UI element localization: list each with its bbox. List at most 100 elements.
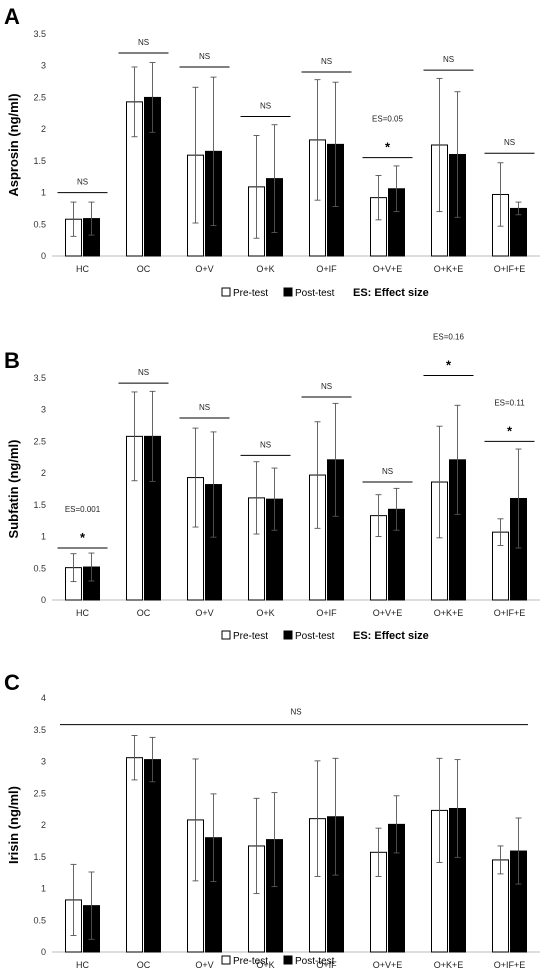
y-tick-label: 0.5 xyxy=(33,563,46,573)
significance-label: NS xyxy=(138,38,149,47)
category-label: O+V+E xyxy=(373,264,403,274)
legend-effect-size-note: ES: Effect size xyxy=(353,630,429,642)
legend-swatch-pre-test xyxy=(221,630,231,640)
y-tick-label: 1.5 xyxy=(33,500,46,510)
y-tick-label: 0.5 xyxy=(33,915,46,925)
y-tick-label: 0 xyxy=(41,595,46,605)
category-label: O+IF+E xyxy=(494,608,526,618)
y-tick-label: 3 xyxy=(41,61,46,71)
legend-swatch-pre-test xyxy=(221,955,231,965)
significance-label: NS xyxy=(382,467,393,476)
category-label: HC xyxy=(76,960,89,970)
legend: Pre-test Post-test xyxy=(221,955,335,967)
category-label: O+IF xyxy=(316,608,337,618)
significance-star: * xyxy=(446,357,452,372)
legend-label-post-test: Post-test xyxy=(295,288,335,299)
y-tick-label: 2 xyxy=(41,820,46,830)
y-tick-label: 3.5 xyxy=(33,29,46,39)
category-label: HC xyxy=(76,264,89,274)
significance-label: NS xyxy=(199,52,210,61)
y-tick-label: 1 xyxy=(41,884,46,894)
y-tick-label: 2 xyxy=(41,468,46,478)
significance-star: * xyxy=(385,140,391,155)
chart-panel-A: A 0 0.5 1 1.5 2 2.5 3 3.5 Asprosin (ng/ml) HC OC O+V… xyxy=(4,4,540,299)
significance-label: NS xyxy=(443,55,454,64)
category-label: HC xyxy=(76,608,89,618)
overall-significance-label: NS xyxy=(290,708,301,717)
y-tick-label: 0 xyxy=(41,947,46,957)
category-label: O+IF xyxy=(316,264,337,274)
legend: Pre-test Post-test ES: Effect size xyxy=(221,287,429,299)
y-tick-label: 2.5 xyxy=(33,92,46,102)
significance-label: NS xyxy=(260,440,271,449)
significance-label: NS xyxy=(138,368,149,377)
panel-letter: A xyxy=(4,4,20,29)
y-tick-label: 3.5 xyxy=(33,373,46,383)
y-tick-label: 3 xyxy=(41,405,46,415)
significance-label: NS xyxy=(77,178,88,187)
effect-size-label: ES=0.001 xyxy=(65,505,101,514)
significance-label: NS xyxy=(260,101,271,110)
y-tick-label: 1.5 xyxy=(33,852,46,862)
significance-label: NS xyxy=(321,382,332,391)
effect-size-label: ES=0.11 xyxy=(494,398,525,407)
legend-label-post-test: Post-test xyxy=(295,956,335,967)
pre-test-bar-1 xyxy=(126,757,143,953)
y-axis-label: Asprosin (ng/ml) xyxy=(6,93,21,196)
category-label: OC xyxy=(137,960,151,970)
category-label: O+IF xyxy=(316,960,337,970)
significance-label: NS xyxy=(321,57,332,66)
category-label: O+K+E xyxy=(434,608,464,618)
legend-swatch-post-test xyxy=(283,955,293,965)
y-tick-label: 1.5 xyxy=(33,156,46,166)
panel-letter: B xyxy=(4,348,20,373)
y-tick-label: 1 xyxy=(41,188,46,198)
legend-swatch-pre-test xyxy=(221,287,231,297)
y-tick-label: 2.5 xyxy=(33,436,46,446)
y-tick-label: 4 xyxy=(41,693,46,703)
legend-swatch-post-test xyxy=(283,287,293,297)
y-axis-label: Irisin (ng/ml) xyxy=(6,786,21,864)
y-tick-label: 0.5 xyxy=(33,219,46,229)
y-tick-label: 2 xyxy=(41,124,46,134)
category-label: OC xyxy=(137,608,151,618)
chart-panel-B: B 0 0.5 1 1.5 2 2.5 3 3.5 Subfatin (ng/ml) HC OC O+V… xyxy=(4,332,540,642)
category-label: O+K xyxy=(256,960,274,970)
post-test-bar-1 xyxy=(144,759,161,953)
legend-swatch-post-test xyxy=(283,630,293,640)
significance-label: NS xyxy=(199,403,210,412)
panel-letter: C xyxy=(4,670,20,695)
category-label: OC xyxy=(137,264,151,274)
post-test-bar-7 xyxy=(510,207,527,257)
category-label: O+K xyxy=(256,608,274,618)
y-tick-label: 1 xyxy=(41,532,46,542)
category-label: O+K xyxy=(256,264,274,274)
category-label: O+K+E xyxy=(434,960,464,970)
y-tick-label: 0 xyxy=(41,251,46,261)
category-label: O+V xyxy=(195,960,213,970)
legend-label-post-test: Post-test xyxy=(295,631,335,642)
legend-label-pre-test: Pre-test xyxy=(233,956,268,967)
significance-label: NS xyxy=(504,138,515,147)
significance-star: * xyxy=(507,423,513,438)
effect-size-label: ES=0.16 xyxy=(433,332,464,341)
category-label: O+IF+E xyxy=(494,960,526,970)
legend-label-pre-test: Pre-test xyxy=(233,631,268,642)
category-label: O+V+E xyxy=(373,960,403,970)
y-tick-label: 2.5 xyxy=(33,788,46,798)
legend: Pre-test Post-test ES: Effect size xyxy=(221,630,429,642)
category-label: O+IF+E xyxy=(494,264,526,274)
y-tick-label: 3 xyxy=(41,757,46,767)
y-axis-label: Subfatin (ng/ml) xyxy=(6,440,21,539)
category-label: O+V xyxy=(195,264,213,274)
legend-label-pre-test: Pre-test xyxy=(233,288,268,299)
effect-size-label: ES=0.05 xyxy=(372,115,403,124)
chart-panel-C: C 0 0.5 1 1.5 2 2.5 3 3.5 4 Irisin (ng/ml) HC OC O+V O… xyxy=(4,670,540,970)
legend-effect-size-note: ES: Effect size xyxy=(353,287,429,299)
category-label: O+K+E xyxy=(434,264,464,274)
significance-star: * xyxy=(80,530,86,545)
category-label: O+V xyxy=(195,608,213,618)
category-label: O+V+E xyxy=(373,608,403,618)
y-tick-label: 3.5 xyxy=(33,725,46,735)
